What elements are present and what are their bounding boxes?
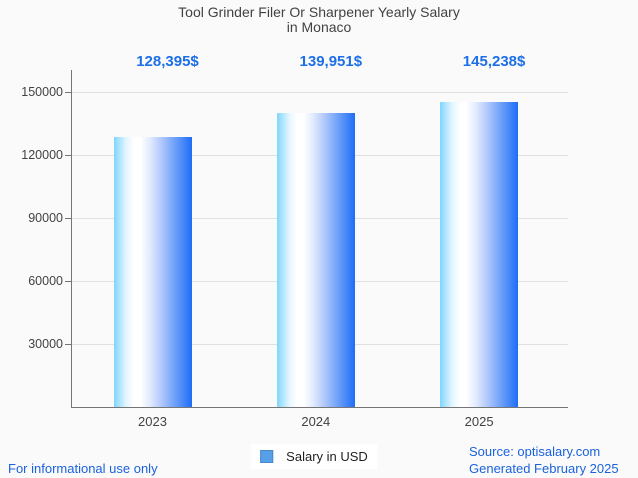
y-tick-mark [65, 154, 71, 156]
y-tick-label: 120000 [21, 147, 63, 162]
bar-2023[interactable] [113, 137, 192, 408]
gridline [72, 91, 568, 93]
y-tick-mark [65, 281, 71, 283]
bar-2025[interactable] [440, 101, 519, 408]
y-tick-mark [65, 217, 71, 219]
x-tick-label: 2025 [464, 414, 494, 429]
bar-value-label: 139,951$ [299, 53, 363, 70]
disclaimer-text: For informational use only [8, 461, 158, 476]
bar-value-label: 145,238$ [462, 53, 526, 70]
x-tick-label: 2024 [301, 414, 331, 429]
bar-2024[interactable] [276, 112, 355, 408]
chart-title-line2: in Monaco [286, 19, 352, 35]
x-axis-line [71, 407, 568, 408]
y-tick-label: 90000 [28, 210, 63, 225]
chart-title: Tool Grinder Filer Or Sharpener Yearly S… [0, 5, 638, 35]
y-tick-label: 60000 [28, 274, 63, 289]
y-axis-line [71, 70, 72, 408]
legend-swatch-icon [260, 450, 274, 463]
source-block: Source: optisalary.com Generated Februar… [469, 443, 619, 477]
x-tick-label: 2023 [138, 414, 167, 429]
y-tick-label: 30000 [28, 337, 63, 352]
y-tick-mark [65, 91, 71, 93]
source-link[interactable]: Source: optisalary.com [469, 444, 601, 459]
legend-label: Salary in USD [286, 449, 368, 464]
legend[interactable]: Salary in USD [251, 444, 377, 469]
y-tick-mark [65, 344, 71, 346]
bar-value-label: 128,395$ [136, 53, 199, 70]
generated-date: Generated February 2025 [469, 461, 619, 476]
y-tick-label: 150000 [21, 84, 63, 99]
chart-title-line1: Tool Grinder Filer Or Sharpener Yearly S… [178, 4, 460, 20]
